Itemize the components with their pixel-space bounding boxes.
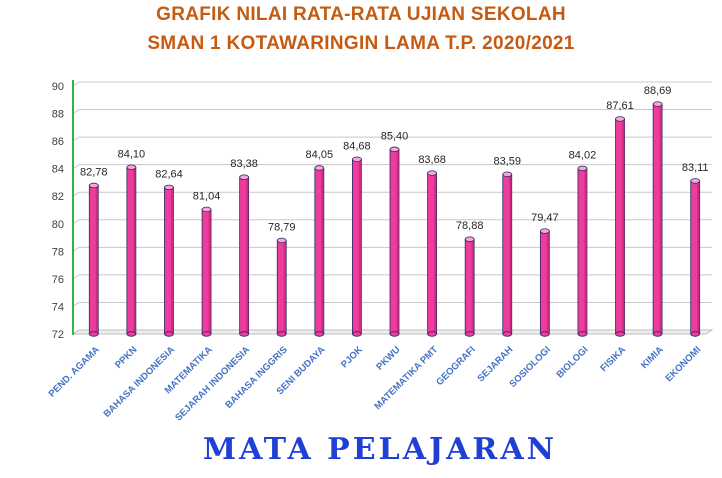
chart-subtitle: SMAN 1 KOTAWARINGIN LAMA T.P. 2020/2021 xyxy=(147,33,575,54)
data-label: 82,64 xyxy=(155,168,183,180)
x-tick-label: EKONOMI xyxy=(663,344,703,384)
bar-shade xyxy=(170,187,174,334)
data-label: 83,38 xyxy=(230,158,258,170)
bar-shade xyxy=(659,104,663,334)
x-tick-label: PPKN xyxy=(113,344,140,371)
y-tick-label: 76 xyxy=(52,274,64,286)
y-tick-label: 86 xyxy=(52,136,64,148)
bar-shade xyxy=(546,231,550,334)
bar-cap xyxy=(690,178,701,184)
bar-base xyxy=(239,331,250,337)
bar-shade xyxy=(396,149,399,334)
bar-cap xyxy=(126,164,137,170)
bar-base xyxy=(126,331,137,337)
bar-shade xyxy=(358,159,362,334)
bar-base xyxy=(615,331,625,337)
y-tick-label: 78 xyxy=(52,246,64,258)
y-tick-label: 74 xyxy=(52,301,64,313)
data-label: 83,68 xyxy=(418,154,446,166)
y-tick-label: 82 xyxy=(52,191,64,203)
data-label: 88,69 xyxy=(644,85,672,97)
bar-shade xyxy=(697,180,700,334)
data-label: 84,68 xyxy=(343,140,371,152)
bar-base xyxy=(690,331,701,337)
data-label: 87,61 xyxy=(606,100,634,112)
data-label: 78,88 xyxy=(456,220,484,232)
bar-base xyxy=(88,331,99,337)
x-tick-label: FISIKA xyxy=(598,344,628,374)
x-tick-label: GEOGRAFI xyxy=(434,344,478,388)
bar-shade xyxy=(246,177,249,334)
bar-cap xyxy=(276,237,287,244)
data-label: 83,11 xyxy=(682,162,709,174)
bar-shade xyxy=(471,239,475,334)
bar-shade xyxy=(321,167,324,334)
bar-cap xyxy=(239,174,250,180)
bar-shade xyxy=(133,167,136,334)
data-label: 85,40 xyxy=(381,130,409,142)
y-tick-label: 90 xyxy=(52,81,64,93)
bar-cap xyxy=(427,170,437,176)
bar-shade xyxy=(509,174,512,334)
bar-cap xyxy=(502,171,513,178)
data-label: 84,05 xyxy=(306,149,334,161)
bar-cap xyxy=(352,156,362,162)
x-tick-label: PEND. AGAMA xyxy=(47,344,102,399)
bar-cap xyxy=(615,116,625,122)
bar-base xyxy=(352,331,362,337)
chart-title: GRAFIK NILAI RATA-RATA UJIAN SEKOLAH xyxy=(156,4,566,25)
bar-base xyxy=(201,331,212,337)
x-axis-title: MATA PELAJARAN xyxy=(202,432,558,467)
bar-shade xyxy=(434,173,437,334)
x-tick-label: PKWU xyxy=(374,344,402,372)
bar-base xyxy=(539,331,550,337)
bar-shade xyxy=(95,185,99,334)
bar-cap xyxy=(577,165,588,172)
bar-cap xyxy=(652,101,663,107)
bar-base xyxy=(164,331,174,337)
bar-cap xyxy=(164,184,174,191)
bar-shade xyxy=(584,168,587,334)
y-tick-label: 80 xyxy=(52,219,64,231)
bar-cap xyxy=(464,236,475,242)
data-label: 84,10 xyxy=(118,148,146,160)
bar-base xyxy=(276,331,287,337)
data-label: 84,02 xyxy=(569,149,597,161)
y-tick-label: 72 xyxy=(52,329,64,341)
y-tick-label: 84 xyxy=(52,164,64,176)
bar-base xyxy=(652,331,663,337)
bar-base xyxy=(427,331,437,337)
bar-shade xyxy=(208,209,212,334)
data-label: 78,79 xyxy=(268,221,296,233)
x-tick-label: MATEMATIKA PMT xyxy=(372,344,440,412)
bar-cap xyxy=(201,206,212,213)
bar-shade xyxy=(622,118,625,334)
x-tick-label: SEJARAH xyxy=(476,344,516,384)
bar-base xyxy=(502,331,513,337)
bar-base xyxy=(389,331,400,337)
x-tick-label: PJOK xyxy=(339,344,365,370)
x-tick-label: SEJARAH INDONESIA xyxy=(173,344,252,423)
bar-cap xyxy=(314,165,325,171)
bar-base xyxy=(314,331,325,337)
x-tick-label: KIMIA xyxy=(639,344,666,371)
bar-cap xyxy=(539,228,550,234)
bar-cap xyxy=(88,182,99,189)
y-tick-label: 88 xyxy=(52,109,64,121)
bar-cap xyxy=(389,146,400,153)
bar-base xyxy=(464,331,475,337)
data-label: 79,47 xyxy=(531,212,559,224)
bar-base xyxy=(577,331,588,337)
x-tick-label: BAHASA INDONESIA xyxy=(102,344,178,420)
data-label: 82,78 xyxy=(80,166,108,178)
data-label: 81,04 xyxy=(193,190,221,202)
data-label: 83,59 xyxy=(493,155,521,167)
x-tick-label: BIOLOGI xyxy=(554,344,590,380)
bar-shade xyxy=(283,240,287,334)
